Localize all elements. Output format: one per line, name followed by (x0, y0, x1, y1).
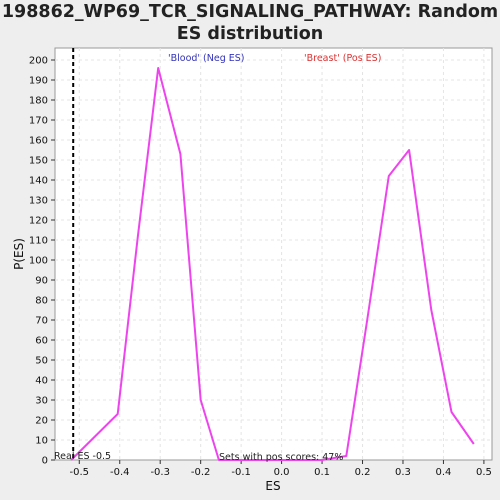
y-tick-label: 190 (29, 76, 48, 87)
y-axis: 0 10 20 30 40 50 60 70 80 90 100 110 120 130 140 150 160… (29, 56, 55, 467)
y-tick-label: 70 (35, 316, 48, 327)
y-tick-label: 170 (29, 116, 48, 127)
y-tick-label: 40 (35, 376, 48, 387)
chart-title-line-2: ES distribution (176, 24, 324, 44)
y-tick-label: 150 (29, 156, 48, 167)
x-tick-label: 0.0 (274, 467, 290, 478)
x-tick-label: 0.1 (314, 467, 330, 478)
y-tick-label: 90 (35, 276, 48, 287)
x-tick-label: -0.4 (110, 467, 130, 478)
x-tick-label: -0.1 (231, 467, 251, 478)
y-tick-label: 160 (29, 136, 48, 147)
x-axis-title: ES (265, 479, 280, 493)
plot-background (54, 47, 493, 461)
annotation-pos-scores: Sets with pos scores: 47% (219, 452, 343, 463)
x-tick-label: 0.5 (476, 467, 492, 478)
chart-title-line-1: 198862_WP69_TCR_SIGNALING_PATHWAY: Rando… (1, 2, 499, 22)
series-layer (70, 67, 475, 461)
y-tick-label: 100 (29, 256, 48, 267)
y-tick-label: 10 (35, 436, 48, 447)
real-es-label: Real ES -0.5 (54, 451, 111, 462)
y-tick-label: 140 (29, 176, 48, 187)
y-tick-label: 60 (35, 336, 48, 347)
y-tick-label: 180 (29, 96, 48, 107)
x-tick-label: -0.2 (191, 467, 211, 478)
es-distribution-line (70, 67, 475, 461)
grid-lines (55, 48, 492, 460)
annotation-neg-es: 'Blood' (Neg ES) (168, 53, 245, 64)
y-tick-label: 120 (29, 216, 48, 227)
y-tick-label: 30 (35, 396, 48, 407)
x-tick-label: -0.5 (70, 467, 90, 478)
x-tick-label: 0.3 (395, 467, 411, 478)
y-tick-label: 0 (42, 456, 48, 467)
y-tick-label: 50 (35, 356, 48, 367)
chart-title: 198862_WP69_TCR_SIGNALING_PATHWAY: Rando… (0, 1, 500, 45)
x-tick-label: -0.3 (150, 467, 170, 478)
y-axis-title: P(ES) (12, 238, 26, 270)
x-tick-label: 0.2 (355, 467, 371, 478)
y-tick-label: 110 (29, 236, 48, 247)
y-tick-label: 80 (35, 296, 48, 307)
x-axis: -0.5 -0.4 -0.3 -0.2 -0.1 0.0 0.1 0.2 0.3 0.4 0.5 (70, 460, 492, 478)
x-tick-label: 0.4 (435, 467, 451, 478)
y-tick-label: 20 (35, 416, 48, 427)
real-es-layer: Real ES -0.5 (54, 48, 111, 462)
y-tick-label: 130 (29, 196, 48, 207)
y-tick-label: 200 (29, 56, 48, 67)
annotation-pos-es: 'Breast' (Pos ES) (304, 53, 381, 64)
